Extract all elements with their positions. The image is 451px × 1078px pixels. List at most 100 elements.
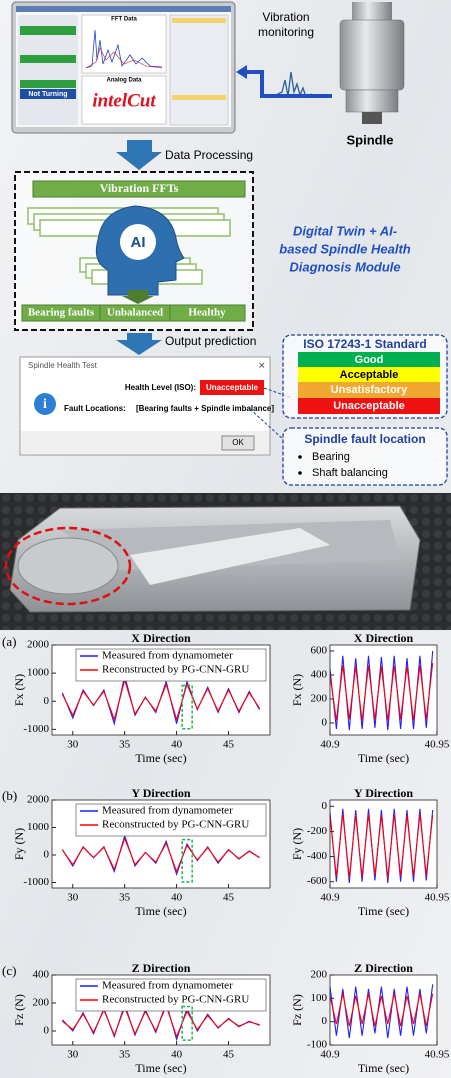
y-tick-label: -1000: [23, 876, 49, 888]
x-tick-label: 35: [119, 892, 131, 904]
highlight-window: [181, 838, 193, 883]
dialog-close[interactable]: ✕: [258, 360, 266, 370]
bullet: [298, 455, 302, 459]
y-tick-label: -1000: [23, 723, 49, 735]
spindle-body: [339, 19, 405, 91]
arrow: [245, 70, 332, 98]
chart-title: Z Direction: [354, 961, 413, 975]
x-tick-label: 45: [223, 739, 235, 751]
fault-box: [282, 427, 448, 486]
y-tick-label: 0: [322, 1015, 328, 1027]
series-line: [330, 662, 434, 721]
x-axis-label: Time (sec): [135, 751, 186, 765]
output-label: Unbalanced: [107, 307, 163, 319]
y-axis-label: Fy (N): [290, 828, 304, 860]
output-bar: [169, 304, 246, 322]
plot-frame: [51, 974, 271, 1046]
right-panel: [169, 14, 229, 126]
fault-item: Shaft balancing: [312, 467, 388, 479]
legend-label: Measured from dynamometer: [102, 650, 233, 662]
status-text: Not Turning: [28, 91, 67, 98]
info-icon: [34, 393, 56, 415]
iso-level: [298, 367, 440, 382]
y-tick-label: 200: [311, 969, 328, 981]
x-tick-label: 40.95: [425, 892, 450, 904]
y-axis-label: Fx (N): [12, 674, 26, 706]
vibration-label: monitoring: [258, 25, 314, 39]
plot-frame: [329, 644, 438, 736]
legend-label: Measured from dynamometer: [102, 980, 233, 992]
legend-label: Reconstructed by PG-CNN-GRU: [102, 664, 249, 676]
x-tick-label: 40.9: [320, 1049, 340, 1061]
series-line: [330, 993, 434, 1027]
iso-level: [298, 382, 440, 398]
photo: [0, 493, 451, 630]
ok-label: OK: [232, 438, 244, 447]
monitor: Not Turning FFT Data Analog Data intelCu…: [11, 1, 236, 134]
x-tick-label: 45: [223, 892, 235, 904]
dialog-footer: [21, 431, 269, 454]
iso-level: [298, 398, 440, 414]
x-tick-label: 35: [119, 739, 131, 751]
iso-level-label: Acceptable: [340, 369, 399, 381]
info-bar: [172, 95, 226, 100]
y-axis-label: Fx (N): [290, 674, 304, 706]
health-value-box: [200, 380, 264, 395]
ai-label: AI: [131, 234, 146, 251]
title-bar: [16, 6, 231, 12]
x-tick-label: 40.95: [425, 739, 450, 751]
x-tick-label: 45: [223, 1049, 235, 1061]
plot-frame: [329, 974, 438, 1046]
status-green: [20, 80, 76, 88]
y-tick-label: 0: [44, 849, 50, 861]
fft-title: FFT Data: [111, 17, 137, 23]
series-line: [61, 836, 260, 874]
highlight-window: [181, 1005, 193, 1041]
dialog-title: Spindle Health Test: [28, 361, 98, 370]
fault-label: Fault Locations:: [64, 404, 126, 413]
x-tick-label: 30: [67, 1049, 79, 1061]
x-tick-label: 40.9: [320, 739, 340, 751]
y-axis-label: Fz (N): [290, 994, 304, 1026]
ai-chip: [120, 224, 156, 260]
spindle-nose: [345, 89, 399, 113]
plot-frame: [51, 644, 271, 736]
series-line: [62, 1004, 260, 1039]
y-tick-label: 0: [44, 695, 50, 707]
vibration-label: Vibration: [262, 10, 309, 24]
iso-level-label: Good: [355, 354, 384, 366]
y-tick-label: -400: [307, 850, 328, 862]
highlight-ellipse: [4, 526, 132, 606]
y-tick-label: 2000: [27, 794, 50, 806]
x-tick-label: 30: [67, 892, 79, 904]
y-tick-label: 0: [322, 800, 328, 812]
series-line: [61, 678, 261, 722]
y-tick-label: 1000: [27, 821, 50, 833]
fault-title: Spindle fault location: [304, 432, 425, 446]
x-axis-label: Time (sec): [358, 904, 409, 918]
legend-label: Measured from dynamometer: [102, 805, 233, 817]
module-title: Diagnosis Module: [289, 259, 400, 274]
y-tick-label: -600: [307, 875, 328, 887]
spindle-label: Spindle: [347, 132, 394, 147]
y-tick-label: 400: [311, 669, 328, 681]
iso-title: ISO 17243-1 Standard: [303, 337, 426, 351]
ok-button[interactable]: [221, 435, 255, 451]
spindle-tool: [362, 112, 382, 124]
plot-frame: [329, 799, 438, 889]
x-tick-label: 35: [119, 1049, 131, 1061]
panel-label: (c): [2, 963, 16, 978]
chart-title: Y Direction: [132, 786, 191, 800]
status-green: [20, 55, 76, 63]
x-tick-label: 40: [171, 1049, 183, 1061]
input-bar: [32, 180, 246, 198]
connector: [249, 408, 285, 441]
x-axis-label: Time (sec): [135, 1061, 186, 1075]
arrow: [116, 333, 162, 355]
arrow: [116, 140, 162, 170]
x-tick-label: 40: [171, 892, 183, 904]
legend-box: [75, 803, 267, 837]
bullet: [298, 471, 302, 475]
y-tick-label: 200: [33, 997, 50, 1009]
y-tick-label: 0: [44, 1025, 50, 1037]
